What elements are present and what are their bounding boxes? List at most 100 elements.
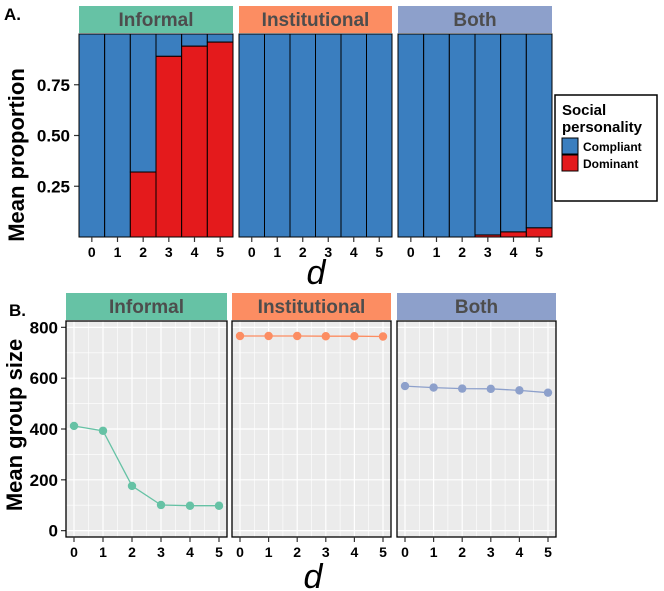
b-point bbox=[127, 481, 137, 491]
a-bar-compliant bbox=[525, 33, 553, 229]
b-x-tick-label: 1 bbox=[265, 544, 273, 560]
b-x-tick-label: 3 bbox=[157, 544, 165, 560]
panel-a-ylabel: Mean proportion bbox=[4, 68, 29, 242]
legend: Social personality Compliant Dominant bbox=[554, 94, 658, 202]
b-panel-border bbox=[231, 320, 392, 538]
b-point bbox=[378, 332, 388, 341]
b-x-tick-label: 5 bbox=[379, 544, 387, 560]
legend-swatch-compliant bbox=[561, 137, 579, 155]
a-strip-institutional bbox=[239, 6, 392, 33]
panel-b-ylabel: Mean group size bbox=[2, 339, 27, 511]
a-bar-compliant bbox=[238, 33, 265, 238]
a-y-tick-label: 0.25 bbox=[37, 177, 70, 196]
a-bar-compliant bbox=[340, 33, 367, 238]
a-x-tick-label: 1 bbox=[273, 244, 281, 260]
a-bar-dominant bbox=[155, 55, 183, 238]
a-strip-both bbox=[398, 6, 552, 33]
legend-swatch-dominant bbox=[561, 154, 579, 172]
b-x-tick-label: 2 bbox=[128, 544, 136, 560]
b-x-tick-label: 3 bbox=[322, 544, 330, 560]
b-x-tick-label: 3 bbox=[487, 544, 495, 560]
b-point bbox=[321, 332, 330, 341]
a-bar-compliant bbox=[129, 33, 157, 173]
b-point bbox=[543, 388, 553, 397]
b-point bbox=[458, 384, 467, 393]
b-x-tick-label: 1 bbox=[430, 544, 438, 560]
b-y-tick-label: 0 bbox=[49, 522, 58, 541]
a-bar-compliant bbox=[289, 33, 316, 238]
legend-label-compliant: Compliant bbox=[583, 140, 642, 154]
b-x-tick-label: 1 bbox=[99, 544, 107, 560]
a-bar-compliant bbox=[474, 33, 502, 236]
a-bar-dominant bbox=[206, 41, 234, 238]
a-bar-compliant bbox=[206, 33, 234, 43]
b-y-tick-label: 600 bbox=[30, 369, 58, 388]
legend-title-line2: personality bbox=[562, 119, 643, 136]
a-bar-dominant bbox=[474, 234, 502, 238]
a-x-tick-label: 2 bbox=[299, 244, 307, 260]
b-point bbox=[156, 500, 166, 510]
b-point bbox=[235, 331, 245, 341]
b-strip-informal bbox=[66, 293, 227, 320]
b-strip-label-informal: Informal bbox=[109, 297, 184, 318]
a-strip-label-informal: Informal bbox=[119, 10, 194, 31]
a-bar-compliant bbox=[78, 33, 106, 238]
b-point bbox=[429, 383, 438, 392]
a-y-tick-label: 0.75 bbox=[37, 76, 70, 95]
b-series-line-institutional bbox=[240, 335, 384, 338]
b-point bbox=[515, 386, 524, 395]
b-point bbox=[293, 331, 302, 341]
a-strip-label-institutional: Institutional bbox=[262, 10, 370, 31]
a-bar-compliant bbox=[181, 33, 208, 47]
a-y-tick-label: 0.50 bbox=[37, 127, 70, 146]
a-x-tick-label: 3 bbox=[324, 244, 332, 260]
a-bar-compliant bbox=[448, 33, 476, 238]
b-x-tick-label: 2 bbox=[458, 544, 466, 560]
b-strip-label-institutional: Institutional bbox=[258, 297, 366, 318]
b-point bbox=[98, 426, 108, 435]
a-x-tick-label: 0 bbox=[407, 244, 415, 260]
a-bar-compliant bbox=[104, 33, 131, 238]
b-y-tick-label: 400 bbox=[30, 420, 58, 439]
a-x-tick-label: 1 bbox=[114, 244, 122, 260]
panel-a-xlabel: d bbox=[307, 254, 327, 292]
b-x-tick-label: 0 bbox=[236, 544, 244, 560]
b-x-tick-label: 4 bbox=[186, 544, 194, 560]
a-x-tick-label: 2 bbox=[458, 244, 466, 260]
b-x-tick-label: 0 bbox=[401, 544, 409, 560]
b-strip-label-both: Both bbox=[455, 297, 498, 318]
a-bar-dominant bbox=[525, 227, 553, 238]
a-x-tick-label: 5 bbox=[535, 244, 543, 260]
panel-a-label: A. bbox=[4, 5, 21, 24]
b-point bbox=[185, 501, 195, 510]
b-point bbox=[400, 381, 410, 391]
b-panel-border bbox=[396, 320, 557, 538]
a-bar-compliant bbox=[423, 33, 450, 238]
b-point bbox=[486, 384, 495, 394]
a-bar-compliant bbox=[264, 33, 291, 238]
a-x-tick-label: 3 bbox=[484, 244, 492, 260]
a-bar-compliant bbox=[315, 33, 342, 238]
a-bar-dominant bbox=[129, 171, 157, 238]
a-strip-informal bbox=[79, 6, 233, 33]
a-x-tick-label: 5 bbox=[375, 244, 383, 260]
b-point bbox=[264, 331, 273, 341]
a-x-tick-label: 2 bbox=[139, 244, 147, 260]
a-bar-compliant bbox=[155, 33, 183, 57]
a-strip-label-both: Both bbox=[453, 10, 496, 31]
a-x-tick-label: 3 bbox=[165, 244, 173, 260]
panel-b-label: B. bbox=[9, 301, 26, 320]
b-series-line-both bbox=[404, 385, 549, 394]
b-x-tick-label: 4 bbox=[351, 544, 359, 560]
a-bar-dominant bbox=[181, 45, 208, 238]
b-x-tick-label: 4 bbox=[516, 544, 524, 560]
a-bar-compliant bbox=[397, 33, 425, 238]
b-x-tick-label: 2 bbox=[293, 544, 301, 560]
a-x-tick-label: 1 bbox=[433, 244, 441, 260]
b-point bbox=[69, 421, 79, 431]
b-strip-both bbox=[397, 293, 556, 320]
b-panel-border bbox=[65, 320, 228, 538]
b-x-tick-label: 5 bbox=[544, 544, 552, 560]
panel-b-xlabel: d bbox=[304, 558, 324, 591]
